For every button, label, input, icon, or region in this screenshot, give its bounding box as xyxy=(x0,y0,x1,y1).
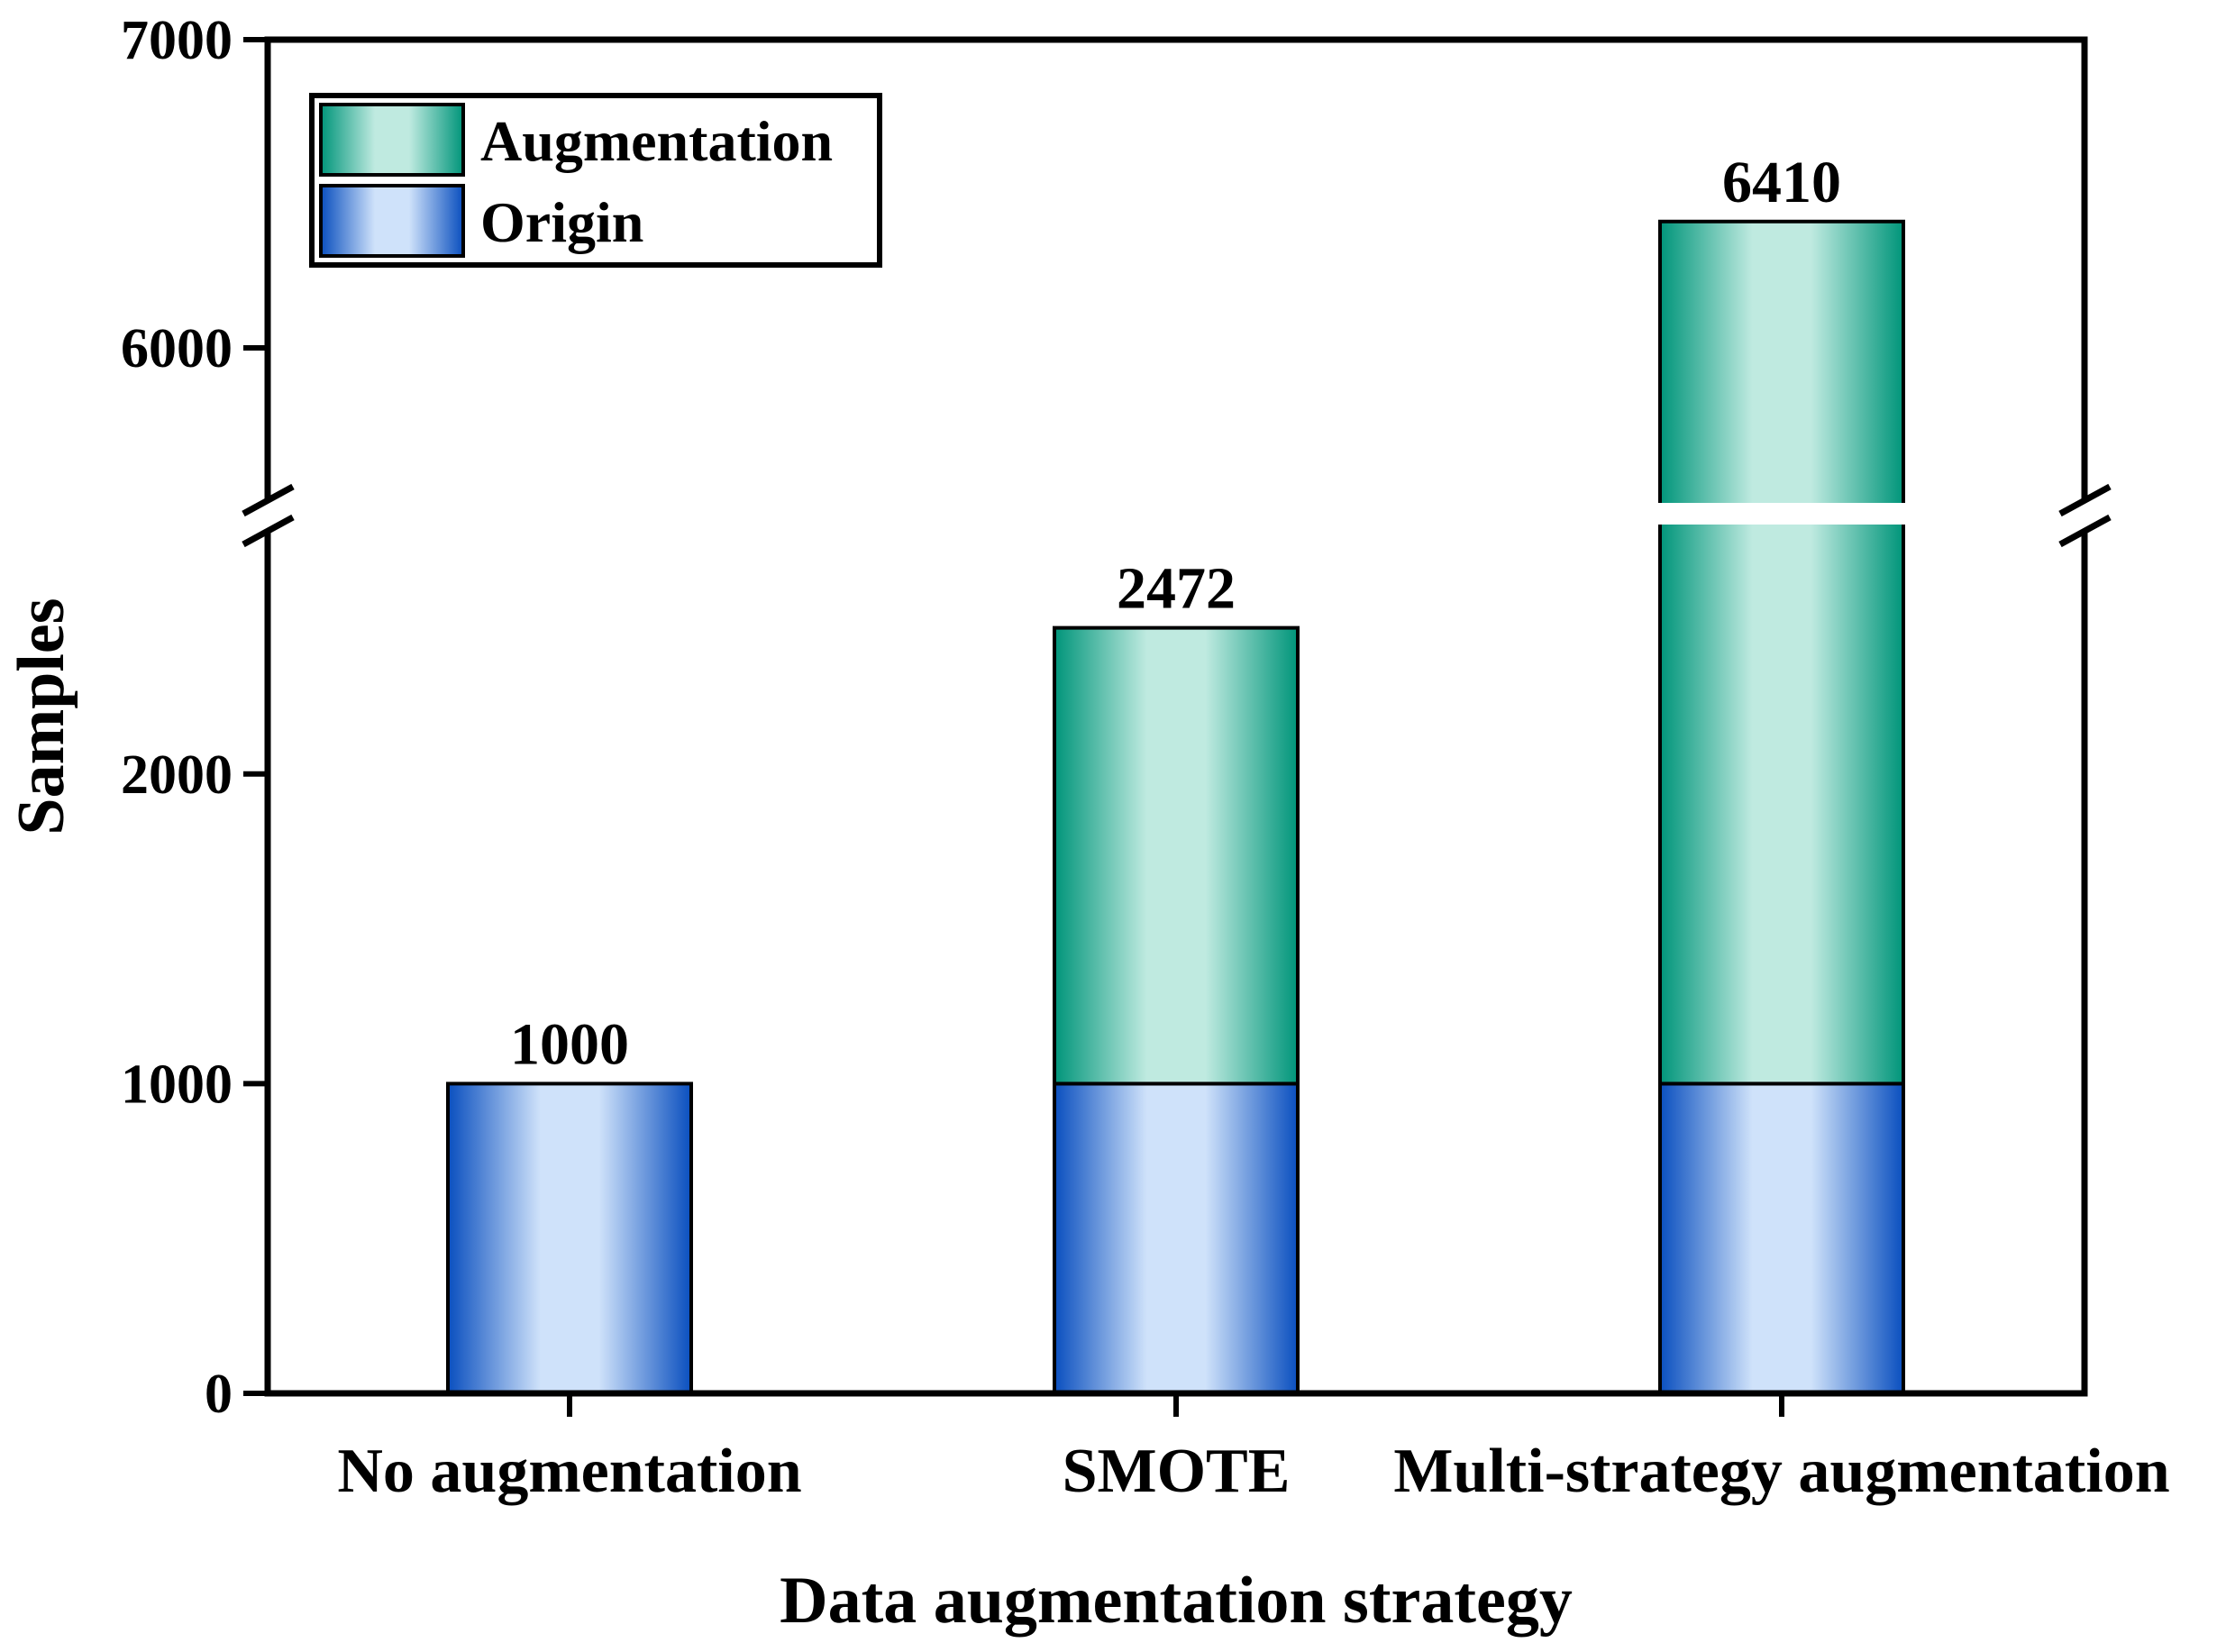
break-mark-right-bottom xyxy=(2058,514,2112,548)
legend: Augmentation Origin xyxy=(309,93,882,268)
y-axis-title: Samples xyxy=(5,598,78,835)
legend-label-origin: Origin xyxy=(480,190,643,254)
legend-label-augmentation: Augmentation xyxy=(480,109,833,173)
ticks-layer: No augmentation SMOTE Multi-strategy augme… xyxy=(121,10,2170,1506)
bar-break-gap-2 xyxy=(1657,503,1906,525)
legend-swatch-augmentation xyxy=(319,103,465,177)
y-tick-label-lower-2: 2000 xyxy=(121,744,233,806)
bar-origin-1 xyxy=(1053,1082,1300,1396)
y-tick-label-lower-0: 0 xyxy=(205,1364,233,1425)
y-tick-label-upper-1: 7000 xyxy=(121,10,233,71)
bar-origin-2 xyxy=(1658,1082,1905,1396)
x-tick-label-2: Multi-strategy augmentation xyxy=(1393,1437,2169,1506)
data-label-0: 1000 xyxy=(510,1011,629,1077)
bar-augmentation-1 xyxy=(1053,625,1300,1086)
y-axis-break xyxy=(242,483,2112,548)
break-mark-right-top xyxy=(2058,483,2112,517)
data-label-2: 6410 xyxy=(1722,150,1841,215)
break-mark-left-top xyxy=(242,483,295,517)
break-mark-left-bottom xyxy=(242,514,295,548)
y-tick-label-lower-1: 1000 xyxy=(121,1054,233,1115)
x-tick-label-1: SMOTE xyxy=(1063,1437,1291,1506)
data-label-1: 2472 xyxy=(1117,556,1236,622)
x-tick-label-0: No augmentation xyxy=(337,1437,801,1506)
y-tick-label-upper-0: 6000 xyxy=(121,318,233,379)
legend-swatch-origin xyxy=(319,184,465,258)
x-axis-title: Data augmentation strategy xyxy=(780,1564,1573,1638)
bars-layer: 1000 2472 6410 xyxy=(446,150,1906,1396)
bar-augmentation-2 xyxy=(1658,219,1905,1086)
bar-origin-0 xyxy=(446,1082,693,1396)
